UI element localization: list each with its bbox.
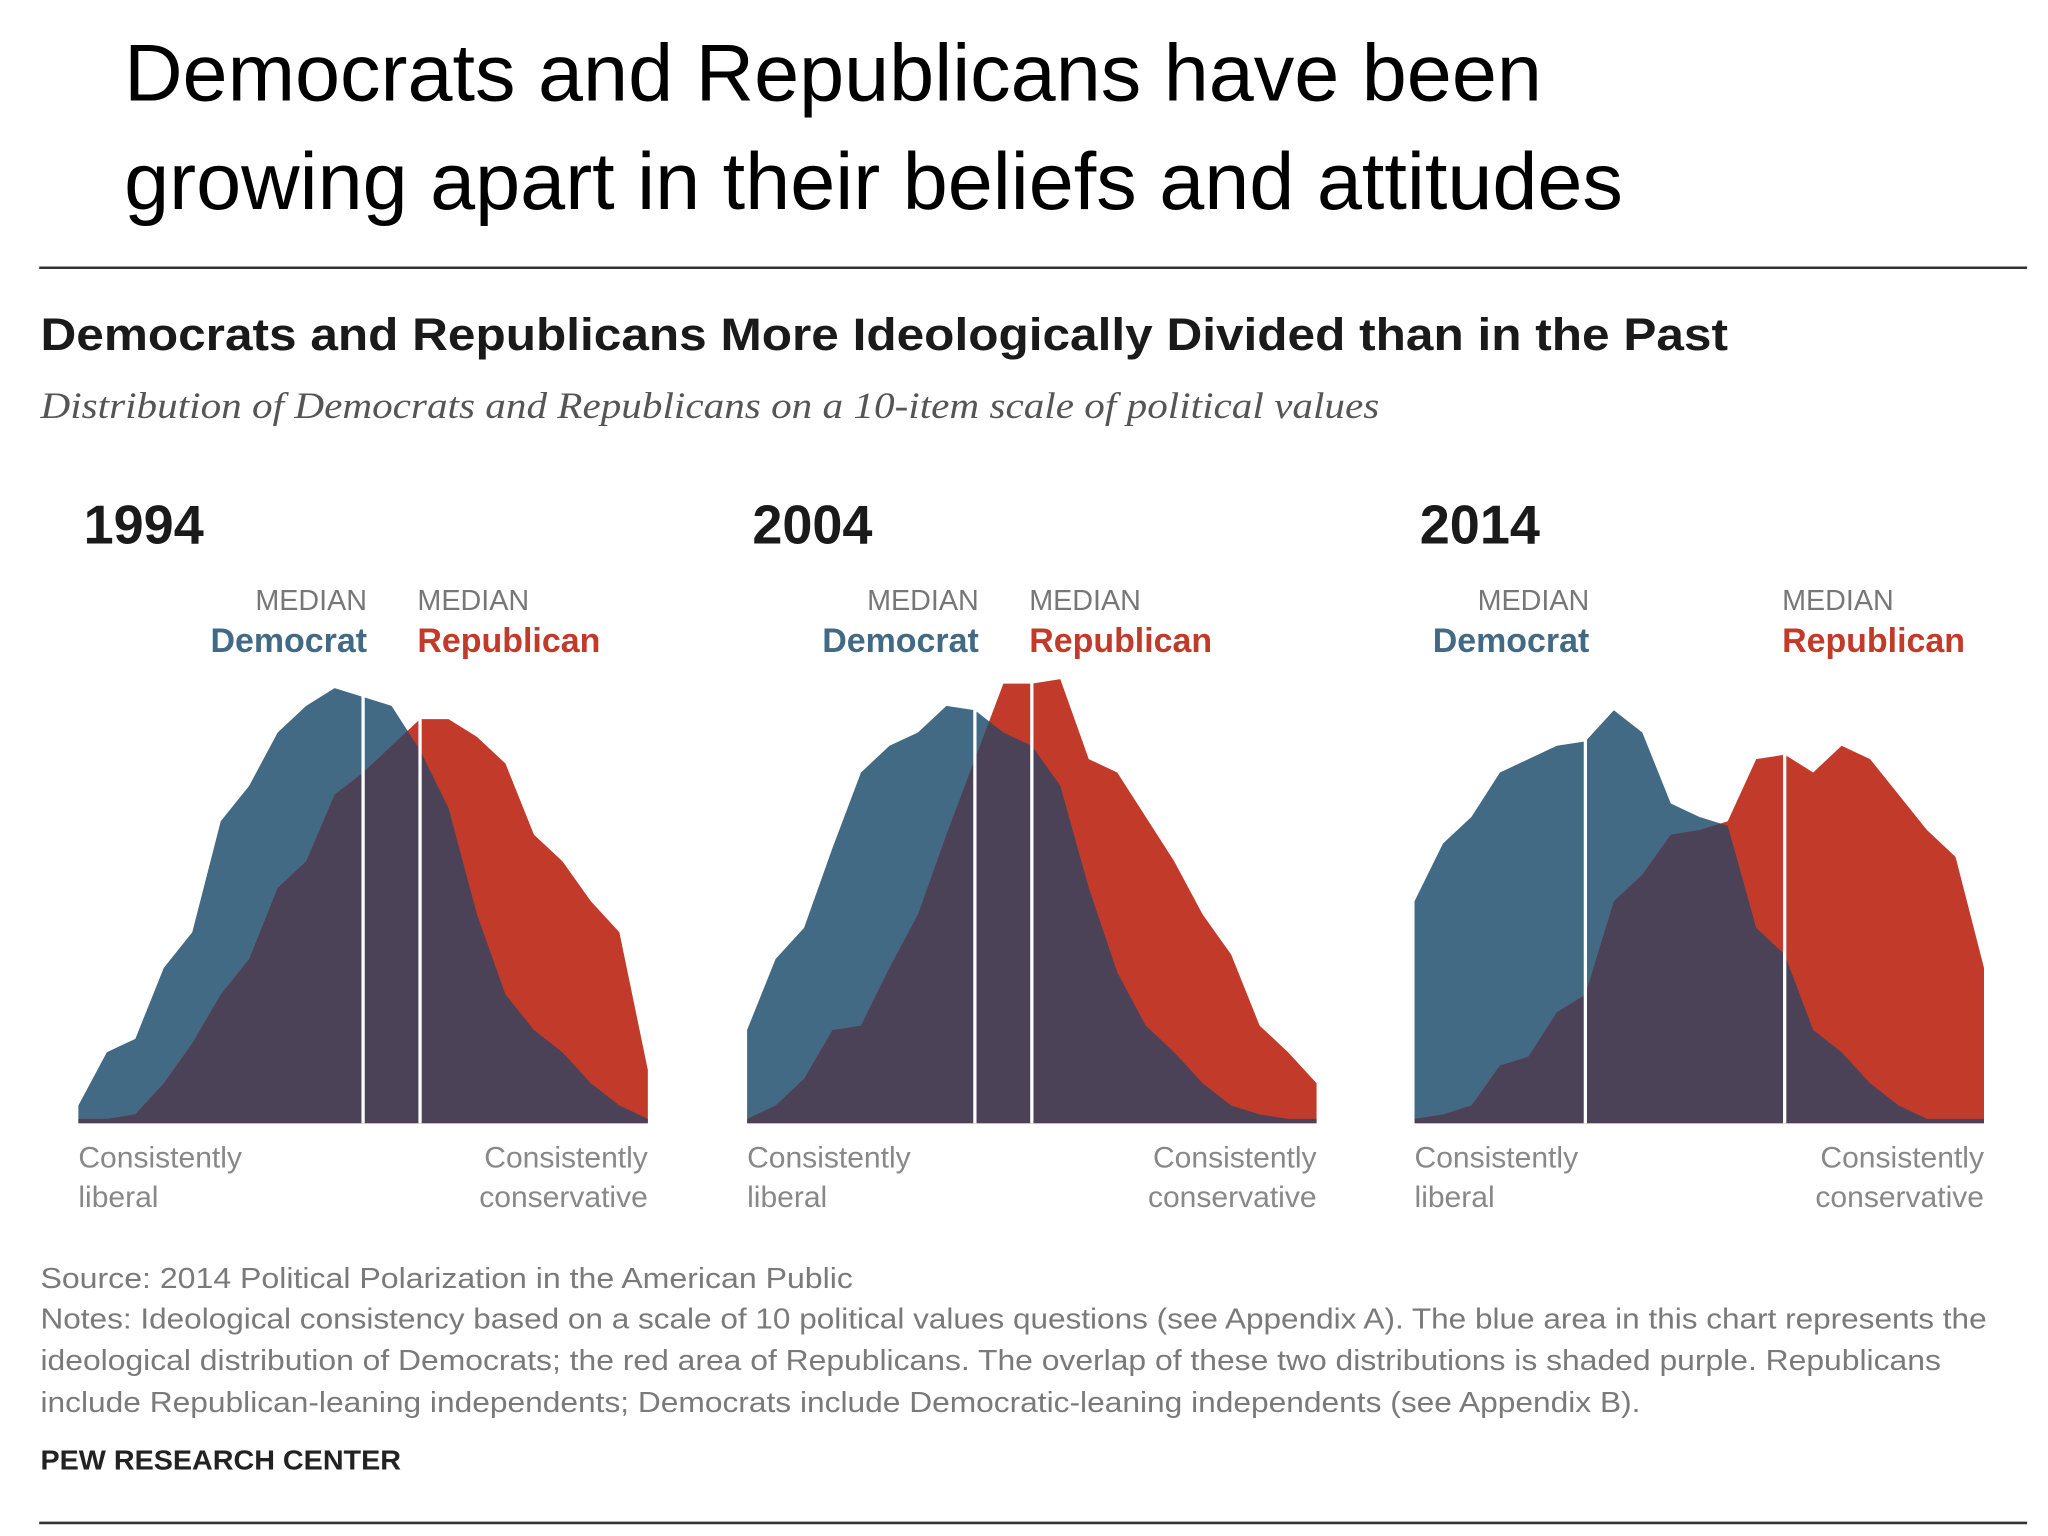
panel-title: 2014 <box>1420 493 1541 555</box>
source: Source: 2014 Political Polarization in t… <box>40 1263 852 1295</box>
median-label: MEDIAN <box>417 585 529 617</box>
x-end-label: conservative <box>1148 1181 1317 1214</box>
x-end-label: conservative <box>479 1181 648 1214</box>
median-label: MEDIAN <box>255 585 367 617</box>
notes: include Republican-leaning independents;… <box>40 1387 1640 1419</box>
legend-label: Democrat <box>822 622 979 660</box>
x-end-label: liberal <box>747 1181 827 1214</box>
legend-label: Democrat <box>1433 622 1590 660</box>
legend-label: Democrat <box>210 622 367 660</box>
panel-title: 1994 <box>84 493 205 555</box>
x-end-label: Consistently <box>484 1142 648 1175</box>
x-end-label: Consistently <box>1415 1142 1579 1175</box>
legend-label: Republican <box>1029 622 1212 660</box>
median-label: MEDIAN <box>1029 585 1141 617</box>
chart-title: Democrats and Republicans More Ideologic… <box>40 309 1728 360</box>
credit: PEW RESEARCH CENTER <box>40 1444 401 1475</box>
x-end-label: liberal <box>78 1181 158 1214</box>
x-end-label: Consistently <box>1820 1142 1984 1175</box>
notes: Notes: Ideological consistency based on … <box>40 1303 1986 1335</box>
notes: ideological distribution of Democrats; t… <box>40 1345 1940 1377</box>
x-end-label: liberal <box>1415 1181 1495 1214</box>
chart-subtitle: Distribution of Democrats and Republican… <box>39 385 1379 426</box>
x-end-label: Consistently <box>78 1142 242 1175</box>
x-end-label: Consistently <box>1153 1142 1317 1175</box>
x-end-label: conservative <box>1815 1181 1984 1214</box>
legend-label: Republican <box>1782 622 1965 660</box>
slide-title: growing apart in their beliefs and attit… <box>124 137 1623 227</box>
legend-label: Republican <box>417 622 600 660</box>
median-label: MEDIAN <box>1478 585 1590 617</box>
panel: 2014 MEDIAN Democrat MEDIAN Republican Consis… <box>1414 493 1984 1214</box>
panel: 2004 MEDIAN Democrat MEDIAN Republican Consis… <box>747 493 1317 1214</box>
x-end-label: Consistently <box>747 1142 911 1175</box>
median-label: MEDIAN <box>1782 585 1894 617</box>
median-label: MEDIAN <box>867 585 979 617</box>
panel: 1994 MEDIAN Democrat MEDIAN Republican Consis… <box>78 493 648 1214</box>
panel-title: 2004 <box>752 493 873 555</box>
slide-title: Democrats and Republicans have been <box>124 29 1542 119</box>
